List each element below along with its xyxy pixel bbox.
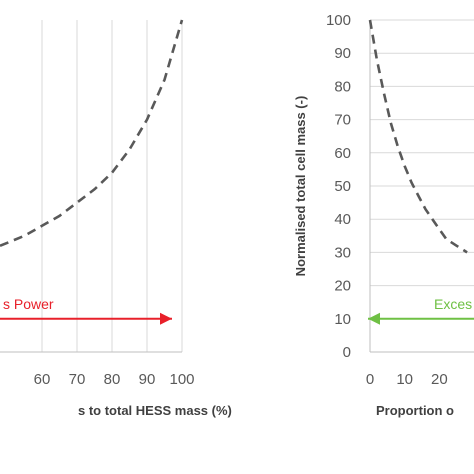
- y-tick-label: 0: [343, 344, 351, 361]
- annotation-label: Exces: [434, 296, 472, 312]
- x-tick-label: 100: [169, 371, 194, 388]
- y-tick-label: 10: [334, 311, 351, 328]
- x-axis-title: s to total HESS mass (%): [78, 403, 232, 418]
- y-tick-label: 40: [334, 211, 351, 228]
- right-chart-panel: 0 10 20 0 10 20 30 40 50 60 70 80 90 100 Proportion o N…: [293, 12, 474, 418]
- y-tick-label: 100: [326, 12, 351, 29]
- series-line-dashed: [368, 19, 468, 254]
- y-tick-label: 60: [334, 145, 351, 162]
- x-axis-title: Proportion o: [376, 403, 454, 418]
- y-axis-title: Normalised total cell mass (-): [293, 96, 308, 277]
- x-tick-label: 90: [139, 371, 156, 388]
- x-tick-label: 80: [104, 371, 121, 388]
- annotation-arrowhead: [368, 312, 380, 325]
- y-tick-label: 90: [334, 45, 351, 62]
- left-chart-panel: 60 70 80 90 100 s to total HESS mass (%) s Pow…: [0, 19, 232, 418]
- y-tick-label: 30: [334, 244, 351, 261]
- y-tick-label: 20: [334, 278, 351, 295]
- y-tick-label: 80: [334, 78, 351, 95]
- x-tick-label: 10: [396, 371, 413, 388]
- x-tick-label: 0: [366, 371, 374, 388]
- y-tick-label: 70: [334, 112, 351, 129]
- annotation-label: s Power: [3, 296, 54, 312]
- annotation-arrowhead: [160, 312, 172, 325]
- x-tick-label: 70: [69, 371, 86, 388]
- y-tick-label: 50: [334, 178, 351, 195]
- x-tick-label: 60: [34, 371, 51, 388]
- x-tick-label: 20: [431, 371, 448, 388]
- series-line-dashed: [0, 19, 184, 248]
